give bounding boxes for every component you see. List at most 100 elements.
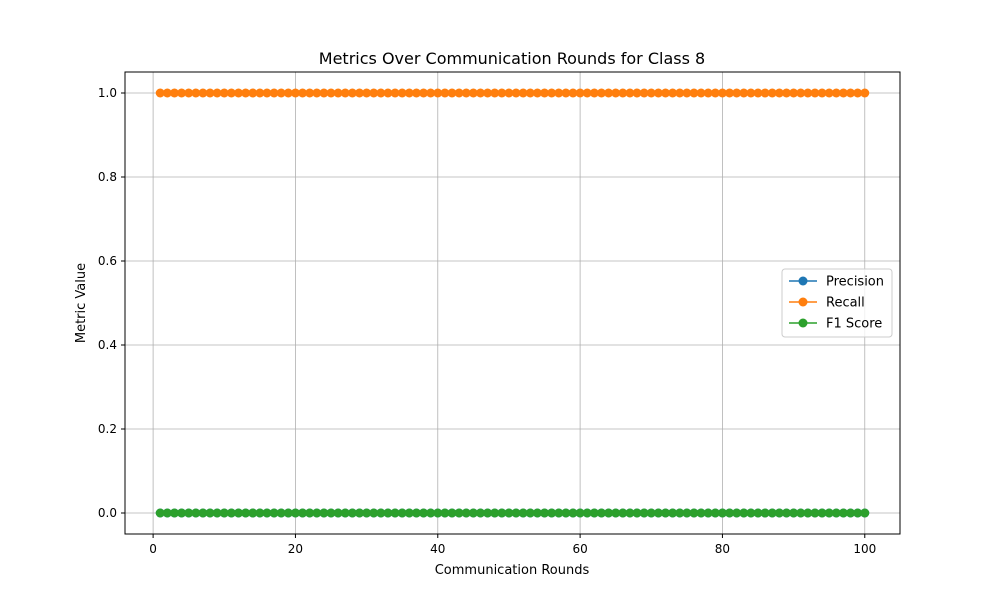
series-1-point-79 xyxy=(717,88,727,98)
series-2-point-55 xyxy=(547,508,557,518)
series-1-point-93 xyxy=(817,88,827,98)
series-2-point-15 xyxy=(262,508,272,518)
series-2-point-82 xyxy=(739,508,749,518)
series-2-point-27 xyxy=(347,508,357,518)
series-2-point-75 xyxy=(689,508,699,518)
series-1-point-68 xyxy=(639,88,649,98)
series-1-point-20 xyxy=(298,88,308,98)
series-2-point-21 xyxy=(305,508,315,518)
x-tick-label-1: 20 xyxy=(288,542,303,556)
y-tick-label-0: 0.0 xyxy=(98,506,117,520)
legend-label-0: Precision xyxy=(826,275,884,290)
series-1-point-52 xyxy=(525,88,535,98)
series-1-point-31 xyxy=(376,88,386,98)
legend-label-1: Recall xyxy=(826,296,865,311)
series-layer xyxy=(155,88,870,518)
series-2-point-84 xyxy=(753,508,763,518)
y-tick-label-5: 1.0 xyxy=(98,86,117,100)
series-2 xyxy=(155,508,870,518)
series-1-point-4 xyxy=(184,88,194,98)
series-1-point-49 xyxy=(504,88,514,98)
series-2-point-95 xyxy=(831,508,841,518)
series-1-point-75 xyxy=(689,88,699,98)
series-2-point-19 xyxy=(290,508,300,518)
series-1-point-58 xyxy=(568,88,578,98)
series-1-point-10 xyxy=(226,88,236,98)
series-2-point-69 xyxy=(646,508,656,518)
series-2-point-92 xyxy=(810,508,820,518)
series-2-point-76 xyxy=(696,508,706,518)
series-2-point-9 xyxy=(219,508,229,518)
series-1-point-25 xyxy=(333,88,343,98)
series-2-point-80 xyxy=(725,508,735,518)
series-2-point-10 xyxy=(226,508,236,518)
series-2-point-35 xyxy=(404,508,414,518)
series-1-point-74 xyxy=(682,88,692,98)
series-1-point-8 xyxy=(212,88,222,98)
series-2-point-36 xyxy=(411,508,421,518)
series-2-point-45 xyxy=(475,508,485,518)
series-1-point-50 xyxy=(511,88,521,98)
series-2-point-24 xyxy=(326,508,336,518)
series-2-point-87 xyxy=(774,508,784,518)
series-2-point-85 xyxy=(760,508,770,518)
series-1-point-90 xyxy=(796,88,806,98)
series-1-point-67 xyxy=(632,88,642,98)
series-2-point-71 xyxy=(661,508,671,518)
series-2-point-64 xyxy=(611,508,621,518)
series-1-point-46 xyxy=(483,88,493,98)
series-2-point-44 xyxy=(468,508,478,518)
series-2-point-4 xyxy=(184,508,194,518)
series-2-point-40 xyxy=(440,508,450,518)
series-1-point-81 xyxy=(732,88,742,98)
series-2-point-33 xyxy=(390,508,400,518)
series-2-point-93 xyxy=(817,508,827,518)
legend-label-2: F1 Score xyxy=(826,317,882,332)
series-2-point-67 xyxy=(632,508,642,518)
series-1-point-17 xyxy=(276,88,286,98)
x-tick-label-3: 60 xyxy=(572,542,587,556)
series-1-point-83 xyxy=(746,88,756,98)
series-2-point-73 xyxy=(675,508,685,518)
series-1-point-85 xyxy=(760,88,770,98)
series-1-point-22 xyxy=(312,88,322,98)
series-1-point-91 xyxy=(803,88,813,98)
series-1-point-32 xyxy=(383,88,393,98)
series-2-point-14 xyxy=(255,508,265,518)
x-axis-label: Communication Rounds xyxy=(435,563,590,578)
series-1-point-53 xyxy=(532,88,542,98)
series-2-point-7 xyxy=(205,508,215,518)
series-2-point-56 xyxy=(554,508,564,518)
series-1-point-77 xyxy=(703,88,713,98)
series-1-point-19 xyxy=(290,88,300,98)
series-2-point-1 xyxy=(162,508,172,518)
legend-marker-0 xyxy=(798,276,808,286)
x-tick-label-4: 80 xyxy=(715,542,730,556)
series-2-point-83 xyxy=(746,508,756,518)
series-2-point-42 xyxy=(454,508,464,518)
series-2-point-31 xyxy=(376,508,386,518)
series-2-point-50 xyxy=(511,508,521,518)
legend-box xyxy=(781,268,893,338)
series-2-point-11 xyxy=(234,508,244,518)
series-2-point-38 xyxy=(426,508,436,518)
series-2-point-90 xyxy=(796,508,806,518)
series-2-point-65 xyxy=(618,508,628,518)
series-2-point-53 xyxy=(532,508,542,518)
series-1-point-37 xyxy=(419,88,429,98)
series-1-point-84 xyxy=(753,88,763,98)
series-2-point-51 xyxy=(518,508,528,518)
series-1-point-71 xyxy=(661,88,671,98)
series-1-point-29 xyxy=(362,88,372,98)
series-2-point-70 xyxy=(653,508,663,518)
series-1-point-59 xyxy=(575,88,585,98)
x-tick-label-0: 0 xyxy=(149,542,157,556)
series-1-point-60 xyxy=(582,88,592,98)
series-2-point-77 xyxy=(703,508,713,518)
series-1-point-47 xyxy=(490,88,500,98)
series-2-point-60 xyxy=(582,508,592,518)
series-1-point-35 xyxy=(404,88,414,98)
series-2-point-28 xyxy=(354,508,364,518)
series-1-point-96 xyxy=(838,88,848,98)
